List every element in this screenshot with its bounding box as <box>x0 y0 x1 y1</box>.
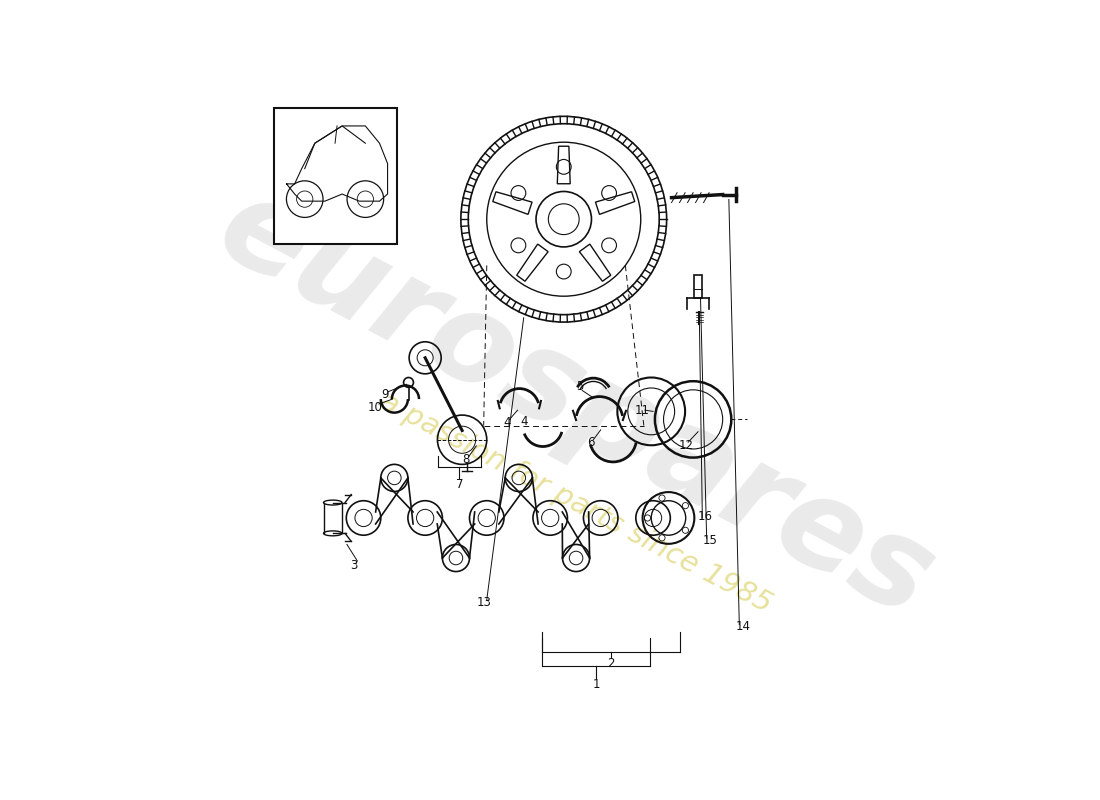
Text: 1: 1 <box>592 678 600 690</box>
Text: 11: 11 <box>635 404 650 417</box>
Text: 16: 16 <box>697 510 713 522</box>
Text: 15: 15 <box>703 534 718 547</box>
Text: 14: 14 <box>736 621 751 634</box>
Text: 4: 4 <box>520 414 528 428</box>
Text: 9: 9 <box>382 388 389 402</box>
Text: 5: 5 <box>576 380 583 394</box>
Text: 2: 2 <box>607 658 615 670</box>
Bar <box>274 108 397 244</box>
Text: 8: 8 <box>463 453 470 466</box>
Bar <box>694 274 702 298</box>
Text: a passion for parts since 1985: a passion for parts since 1985 <box>375 387 777 618</box>
Text: 12: 12 <box>679 438 693 452</box>
Text: 13: 13 <box>476 596 491 609</box>
Text: 7: 7 <box>455 478 463 490</box>
Text: 3: 3 <box>351 559 358 572</box>
Text: 10: 10 <box>367 401 382 414</box>
Text: eurospares: eurospares <box>199 165 954 643</box>
Text: 4: 4 <box>504 416 510 429</box>
Text: 6: 6 <box>587 436 595 449</box>
